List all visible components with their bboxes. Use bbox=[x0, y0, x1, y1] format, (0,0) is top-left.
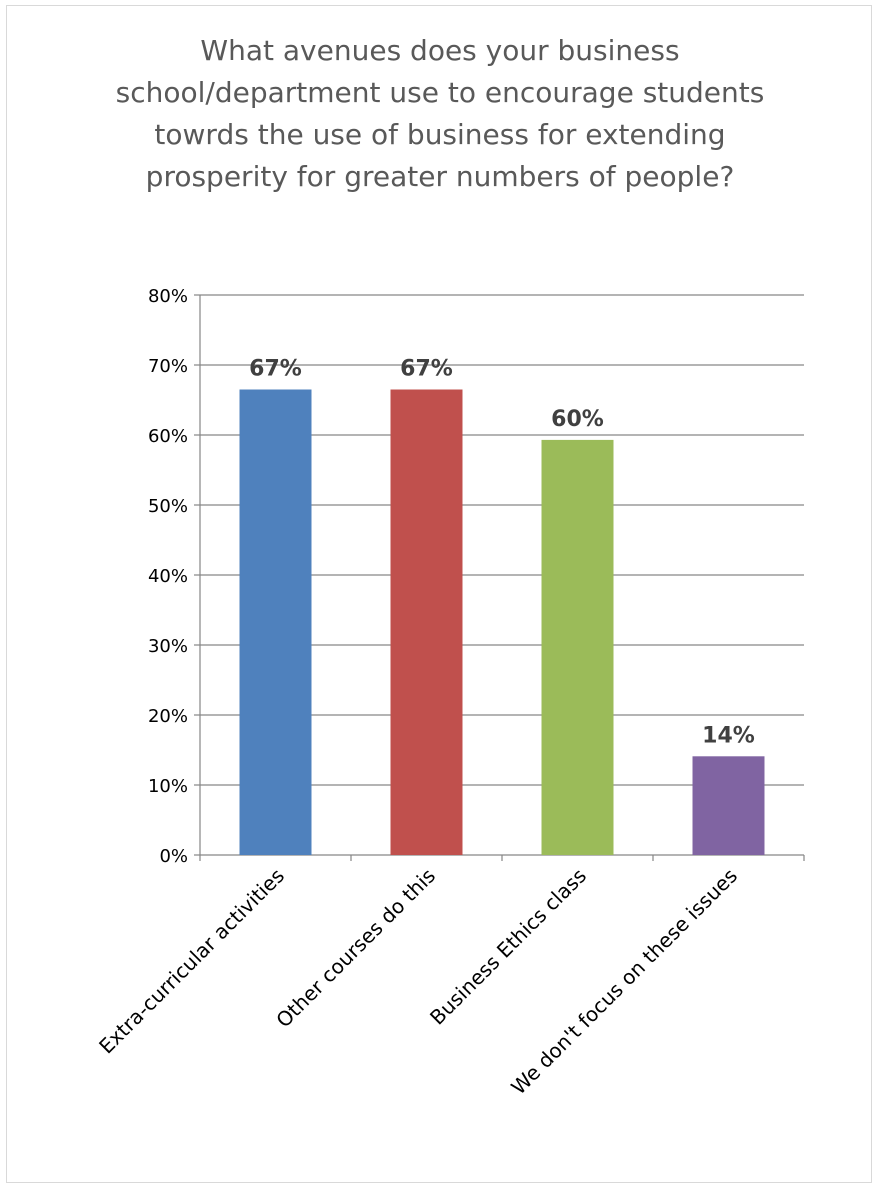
bars bbox=[239, 389, 765, 855]
y-tick-label: 50% bbox=[148, 496, 188, 517]
data-label: 67% bbox=[400, 357, 453, 382]
y-tick-label: 80% bbox=[148, 286, 188, 307]
y-tick-label: 10% bbox=[148, 776, 188, 797]
bar bbox=[239, 389, 312, 855]
data-label: 67% bbox=[249, 357, 302, 382]
chart-title: What avenues does your business school/d… bbox=[115, 34, 765, 193]
y-tick-label: 70% bbox=[148, 356, 188, 377]
y-tick-label: 30% bbox=[148, 636, 188, 657]
y-tick-label: 40% bbox=[148, 566, 188, 587]
y-tick-label: 60% bbox=[148, 426, 188, 447]
bar bbox=[390, 389, 463, 855]
x-tick-label: Extra-curricular activities bbox=[94, 864, 289, 1059]
y-tick-label: 20% bbox=[148, 706, 188, 727]
data-label: 14% bbox=[702, 723, 755, 748]
data-labels: 67% 67% 60% 14% bbox=[249, 357, 755, 749]
data-label: 60% bbox=[551, 407, 604, 432]
bar bbox=[692, 756, 765, 855]
x-tick-label: Business Ethics class bbox=[425, 864, 591, 1030]
chart-title-container: What avenues does your business school/d… bbox=[0, 30, 880, 198]
y-tick-label: 0% bbox=[159, 846, 188, 867]
y-axis-tick-labels: 0% 10% 20% 30% 40% 50% 60% 70% 80% bbox=[148, 286, 188, 867]
x-tick-label: Other courses do this bbox=[271, 864, 440, 1033]
bar bbox=[541, 439, 614, 855]
